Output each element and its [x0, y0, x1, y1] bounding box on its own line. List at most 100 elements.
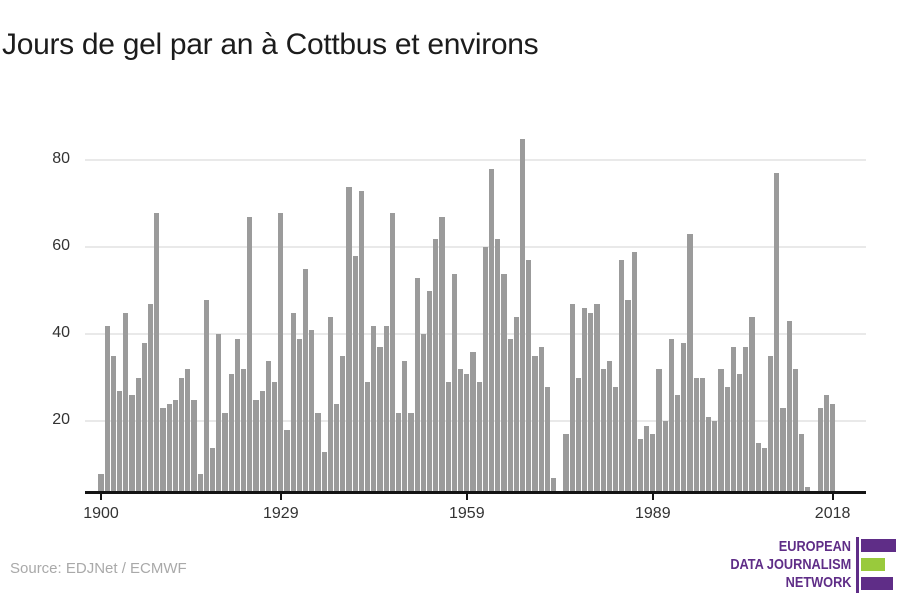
gridline-40	[85, 333, 866, 336]
x-tick-label-1900: 1900	[83, 505, 119, 522]
bar-2004	[743, 347, 749, 491]
bar-2006	[755, 443, 761, 491]
bar-1907	[141, 343, 148, 491]
bar-1906	[135, 377, 141, 491]
bar-2003	[736, 373, 743, 491]
bar-1957	[451, 273, 458, 491]
bar-1965	[501, 273, 507, 491]
x-tick-mark-1989	[651, 494, 654, 500]
bar-1969	[526, 260, 532, 491]
bar-1972	[544, 386, 551, 491]
bar-2017	[823, 395, 830, 491]
bar-2009	[774, 173, 780, 491]
page-title: Jours de gel par an à Cottbus et environ…	[2, 28, 539, 62]
y-tick-label-40: 40	[52, 324, 70, 342]
x-tick-label-1989: 1989	[635, 505, 671, 522]
bar-1978	[581, 308, 588, 491]
bar-1977	[575, 377, 582, 491]
edjnet-logo-text: EUROPEAN DATA JOURNALISM NETWORK	[550, 538, 851, 592]
bar-1952	[420, 334, 427, 491]
bar-1902	[110, 356, 117, 491]
source-note: Source: EDJNet / ECMWF	[10, 560, 187, 577]
bar-1984	[619, 260, 625, 491]
bar-1966	[507, 338, 513, 491]
bar-1932	[296, 338, 303, 491]
bar-1982	[606, 360, 613, 491]
x-tick-label-1929: 1929	[263, 505, 299, 522]
bar-1995	[687, 234, 693, 491]
bar-1909	[154, 212, 160, 491]
bar-1950	[408, 412, 414, 491]
gridline-60	[85, 246, 866, 249]
bar-1985	[625, 299, 631, 491]
y-tick-label-20: 20	[52, 411, 70, 429]
bar-2002	[730, 347, 737, 491]
bar-1944	[371, 325, 377, 491]
bar-1989	[650, 434, 656, 491]
bar-1919	[216, 334, 222, 491]
bar-1960	[470, 351, 476, 491]
bar-1911	[166, 404, 172, 491]
bar-1994	[681, 343, 687, 491]
bar-1942	[358, 190, 365, 491]
y-tick-label-60: 60	[52, 237, 70, 255]
bar-1926	[259, 390, 265, 491]
bar-1934	[309, 330, 315, 491]
bar-1993	[674, 395, 681, 491]
logo-glyph-bar-top	[861, 539, 896, 552]
bar-1940	[346, 186, 352, 491]
bar-1986	[631, 251, 637, 491]
x-tick-label-1959: 1959	[449, 505, 485, 522]
bar-1914	[185, 369, 191, 491]
bar-1922	[234, 338, 241, 491]
bar-1958	[457, 369, 464, 491]
bar-1976	[569, 303, 575, 491]
bar-1980	[594, 303, 600, 491]
bar-2000	[718, 369, 724, 491]
bar-2011	[786, 321, 792, 491]
bar-1971	[538, 347, 544, 491]
bar-1935	[315, 412, 321, 491]
bar-1904	[123, 312, 129, 491]
y-tick-label-80: 80	[52, 150, 70, 168]
bar-1903	[116, 390, 123, 491]
bar-1901	[104, 325, 110, 491]
bar-1996	[693, 377, 699, 491]
bar-1916	[197, 473, 203, 491]
bar-1951	[414, 277, 420, 491]
gridline-80	[85, 159, 866, 162]
bar-1964	[495, 238, 501, 491]
bar-1925	[253, 399, 259, 491]
bar-1913	[178, 377, 185, 491]
bar-1924	[247, 216, 253, 491]
bar-2016	[817, 408, 823, 491]
bar-1921	[228, 373, 234, 491]
bar-1910	[160, 408, 166, 491]
bar-1963	[488, 169, 495, 491]
bar-1933	[302, 269, 309, 491]
bar-1930	[284, 430, 290, 491]
logo-line-european: EUROPEAN	[778, 538, 851, 555]
bar-1945	[377, 347, 383, 491]
bar-1918	[209, 447, 216, 491]
bar-2010	[780, 408, 786, 491]
bar-1927	[265, 360, 272, 491]
bar-1949	[402, 360, 408, 491]
bar-1900	[98, 473, 104, 491]
bar-1983	[612, 386, 619, 491]
bar-1967	[513, 317, 520, 491]
bar-2005	[749, 317, 755, 491]
bar-1917	[203, 299, 210, 491]
bar-1929	[278, 212, 284, 491]
edjnet-logo[interactable]: EUROPEAN DATA JOURNALISM NETWORK	[550, 537, 897, 595]
bar-2012	[792, 369, 799, 491]
bar-1953	[426, 290, 433, 491]
bar-2013	[798, 434, 805, 491]
bar-1973	[550, 477, 557, 491]
bar-1991	[662, 421, 668, 491]
logo-line-network: NETWORK	[785, 574, 851, 591]
bar-1939	[340, 356, 346, 491]
bar-1990	[656, 369, 662, 491]
x-tick-mark-1929	[279, 494, 282, 500]
